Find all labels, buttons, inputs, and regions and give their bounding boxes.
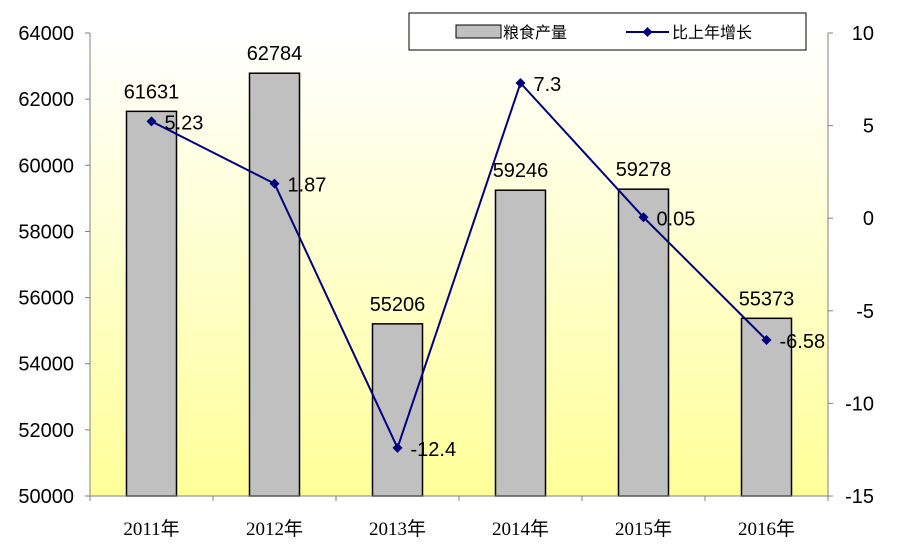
bar-data-labels: 61631 62784 55206 59246 59278 55373 xyxy=(124,43,795,316)
left-axis-ticks: 50000 52000 54000 56000 58000 60000 62000 64000 xyxy=(18,23,90,508)
right-tick-label: -5 xyxy=(856,301,874,323)
left-tick-label: 60000 xyxy=(18,155,74,177)
x-axis-ticks: 2011年 2012年 2013年 2014年 2015年 2016年 xyxy=(89,496,829,540)
left-tick-label: 54000 xyxy=(18,354,74,376)
growth-data-labels: 5.23 1.87 -12.4 7.3 0.05 -6.58 xyxy=(165,74,826,461)
growth-value-label: 7.3 xyxy=(534,74,562,96)
bar-2012年 xyxy=(248,72,301,497)
right-tick-label: 10 xyxy=(852,23,874,45)
growth-value-label: -6.58 xyxy=(780,331,826,353)
x-tick-label: 2016年 xyxy=(738,518,795,540)
bar-2014年 xyxy=(494,189,547,497)
left-tick-label: 52000 xyxy=(18,420,74,442)
x-tick-label: 2013年 xyxy=(369,518,426,540)
right-tick-label: -10 xyxy=(845,393,874,415)
legend-line-marker xyxy=(642,27,653,37)
right-tick-label: -15 xyxy=(845,486,874,508)
bar-2011年 xyxy=(125,110,178,497)
growth-value-label: 5.23 xyxy=(165,112,204,134)
bar-value-label: 61631 xyxy=(124,81,180,103)
growth-value-label: -12.4 xyxy=(411,439,457,461)
growth-marker xyxy=(638,212,649,223)
growth-marker xyxy=(269,178,280,189)
bar-value-label: 59278 xyxy=(616,159,672,181)
bar-value-label: 62784 xyxy=(247,43,303,65)
bar-series xyxy=(125,72,793,497)
left-tick-label: 56000 xyxy=(18,288,74,310)
growth-value-label: 0.05 xyxy=(657,208,696,230)
growth-value-label: 1.87 xyxy=(288,175,327,197)
growth-marker xyxy=(515,78,526,89)
growth-markers xyxy=(146,78,772,453)
x-tick-label: 2012年 xyxy=(246,518,303,540)
bar-value-label: 59246 xyxy=(493,160,549,182)
left-tick-label: 64000 xyxy=(18,23,74,45)
bar-value-label: 55206 xyxy=(370,294,426,316)
bar-value-label: 55373 xyxy=(739,288,795,310)
growth-marker xyxy=(392,442,403,453)
legend-bar-label: 粮食产量 xyxy=(503,23,567,42)
growth-marker xyxy=(761,335,772,346)
right-tick-label: 5 xyxy=(863,116,874,138)
growth-marker xyxy=(146,116,157,127)
x-tick-label: 2011年 xyxy=(123,518,179,540)
x-tick-label: 2014年 xyxy=(492,518,549,540)
left-tick-label: 50000 xyxy=(18,486,74,508)
growth-line xyxy=(151,81,768,451)
legend-bar-swatch xyxy=(455,24,502,39)
left-tick-label: 62000 xyxy=(18,89,74,111)
legend: 粮食产量 比上年增长 xyxy=(408,12,807,51)
right-axis-ticks: -15 -10 -5 0 5 10 xyxy=(828,23,874,508)
legend-line-label: 比上年增长 xyxy=(672,23,752,42)
right-tick-label: 0 xyxy=(863,208,874,230)
x-tick-label: 2015年 xyxy=(615,518,672,540)
left-tick-label: 58000 xyxy=(18,221,74,243)
